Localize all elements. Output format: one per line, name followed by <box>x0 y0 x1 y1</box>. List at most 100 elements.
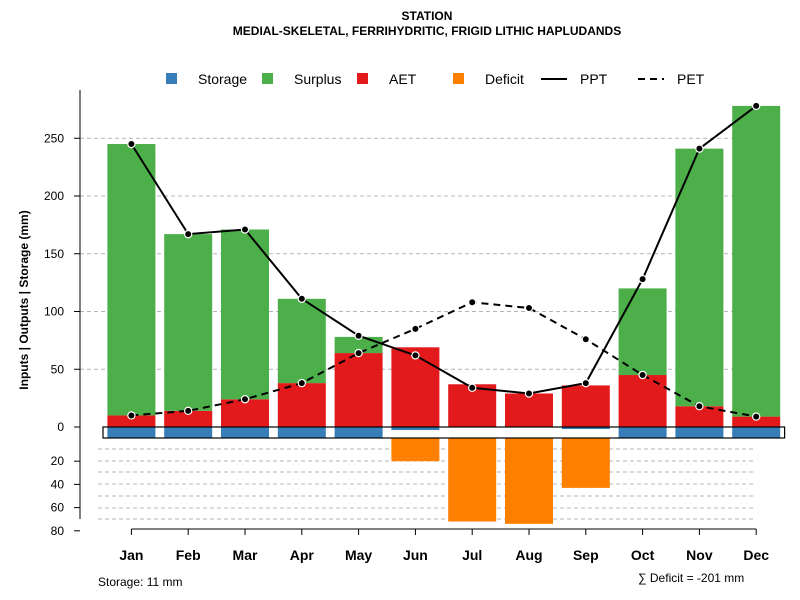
pet-point <box>127 411 136 420</box>
y-tick-label: 100 <box>44 305 64 319</box>
pet-point <box>581 335 591 344</box>
surplus-bar <box>221 229 269 400</box>
y-tick-label: 250 <box>44 131 64 145</box>
storage-bar <box>221 427 269 438</box>
ppt-point <box>240 225 250 234</box>
ppt-point <box>524 389 534 398</box>
aet-bar <box>107 415 156 427</box>
pet-legend-label: PET <box>677 71 705 87</box>
x-tick-label: Nov <box>686 547 713 563</box>
storage-legend-label: Storage <box>198 71 247 87</box>
surplus-bar <box>107 144 156 416</box>
y-tick-label: 0 <box>57 420 64 434</box>
x-tick-label: Aug <box>515 547 542 563</box>
x-tick-label: Mar <box>233 547 258 563</box>
deficit-legend-swatch <box>453 73 464 84</box>
y-tick-label: 50 <box>51 362 65 376</box>
surplus-bar <box>164 234 213 411</box>
aet-legend-swatch <box>357 73 368 84</box>
ppt-legend-label: PPT <box>580 71 608 87</box>
x-tick-label: Feb <box>176 547 201 563</box>
series-lines <box>127 101 761 421</box>
aet-bar <box>277 383 326 427</box>
storage-bar <box>618 427 667 438</box>
aet-bar <box>618 375 667 427</box>
storage-bar <box>334 427 383 438</box>
pet-point <box>695 402 704 411</box>
y-tick-label: 20 <box>51 454 65 468</box>
ppt-line <box>130 105 757 395</box>
pet-point <box>468 298 477 307</box>
surplus-bar <box>618 288 667 376</box>
storage-bar <box>277 427 326 438</box>
ppt-point <box>752 101 761 111</box>
pet-point <box>524 303 534 313</box>
pet-point <box>752 412 761 421</box>
pet-point <box>297 378 306 388</box>
aet-legend-label: AET <box>389 71 417 87</box>
x-tick-label: Jun <box>403 547 428 563</box>
bars <box>102 105 786 524</box>
deficit-bar <box>391 438 440 462</box>
storage-bar <box>107 427 156 438</box>
ppt-point <box>297 294 306 303</box>
x-tick-label: Oct <box>631 547 655 563</box>
storage-legend-swatch <box>166 73 177 84</box>
ppt-point <box>127 139 136 149</box>
storage-bar <box>732 427 781 438</box>
ppt-point <box>695 144 704 153</box>
storage-note: Storage: 11 mm <box>98 575 182 589</box>
x-tick-label: Sep <box>573 547 599 563</box>
aet-bar <box>561 385 610 427</box>
y-tick-label: 80 <box>51 524 65 538</box>
x-tick-label: Jan <box>119 547 143 563</box>
y-tick-label: 150 <box>44 247 64 261</box>
ppt-point <box>638 274 647 284</box>
aet-bar <box>732 416 781 427</box>
axes: 0 50 100 150 200 250 20 40 60 80 Jan Feb Mar Apr May Ju… <box>44 90 769 563</box>
x-tick-label: May <box>345 547 372 563</box>
ppt-point <box>581 378 591 388</box>
y-tick-label: 40 <box>51 477 65 491</box>
ppt-point <box>468 383 477 392</box>
storage-bar <box>391 427 440 430</box>
aet-bar <box>505 393 553 427</box>
aet-bar <box>164 410 213 427</box>
pet-point <box>354 348 363 358</box>
storage-band-outline <box>102 426 786 439</box>
pet-point <box>638 370 647 380</box>
deficit-bar <box>505 438 553 524</box>
deficit-bar <box>448 438 497 522</box>
surplus-bar <box>675 148 724 407</box>
surplus-legend-swatch <box>262 73 273 84</box>
x-tick-label: Jul <box>462 547 482 563</box>
ppt-point <box>411 351 420 360</box>
ppt-point <box>354 331 363 340</box>
aet-bar <box>391 347 440 427</box>
ppt-point <box>183 229 193 239</box>
pet-point <box>240 395 250 404</box>
pet-point <box>411 324 420 334</box>
deficit-legend-label: Deficit <box>485 71 524 87</box>
chart-title: STATION <box>402 9 453 23</box>
y-tick-label: 200 <box>44 189 64 203</box>
x-tick-label: Dec <box>743 547 769 563</box>
surplus-bar <box>732 105 781 417</box>
y-axis-label: Inputs | Outputs | Storage (mm) <box>17 210 31 389</box>
deficit-note: ∑ Deficit = -201 mm <box>638 571 744 585</box>
pet-point <box>183 406 193 416</box>
chart-subtitle: MEDIAL-SKELETAL, FERRIHYDRITIC, FRIGID L… <box>233 24 621 38</box>
x-tick-label: Apr <box>290 547 315 563</box>
y-tick-label: 60 <box>51 501 65 515</box>
storage-bar <box>164 427 213 438</box>
aet-bar <box>675 406 724 427</box>
aet-bar <box>334 353 383 427</box>
storage-bar <box>675 427 724 438</box>
storage-bar <box>561 427 610 429</box>
surplus-legend-label: Surplus <box>294 71 341 87</box>
surplus-bar <box>277 298 326 384</box>
aet-bar <box>221 399 269 427</box>
deficit-bar <box>561 438 610 488</box>
legend: Storage Surplus AET Deficit PPT PET <box>166 71 705 87</box>
